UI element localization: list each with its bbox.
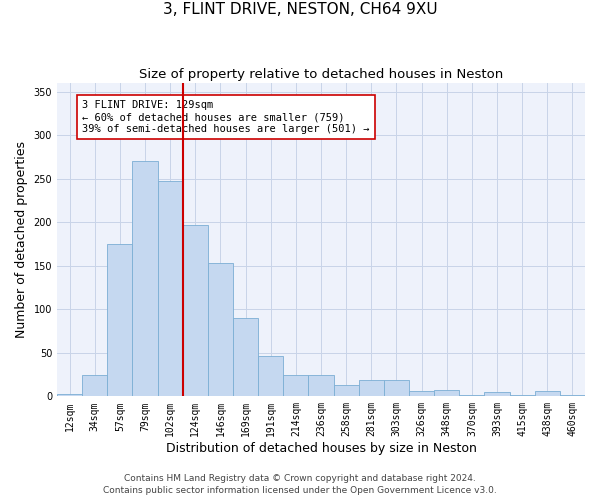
- Bar: [384, 380, 409, 396]
- Bar: [82, 374, 107, 396]
- Bar: [133, 162, 158, 396]
- Bar: [283, 374, 308, 396]
- Title: Size of property relative to detached houses in Neston: Size of property relative to detached ho…: [139, 68, 503, 80]
- Bar: [208, 263, 233, 396]
- Bar: [57, 394, 82, 396]
- Bar: [107, 244, 133, 396]
- Text: 3, FLINT DRIVE, NESTON, CH64 9XU: 3, FLINT DRIVE, NESTON, CH64 9XU: [163, 2, 437, 18]
- Bar: [308, 374, 334, 396]
- Bar: [359, 380, 384, 396]
- Bar: [409, 391, 434, 396]
- Bar: [535, 391, 560, 396]
- Y-axis label: Number of detached properties: Number of detached properties: [15, 141, 28, 338]
- Text: Contains HM Land Registry data © Crown copyright and database right 2024.
Contai: Contains HM Land Registry data © Crown c…: [103, 474, 497, 495]
- Text: 3 FLINT DRIVE: 129sqm
← 60% of detached houses are smaller (759)
39% of semi-det: 3 FLINT DRIVE: 129sqm ← 60% of detached …: [82, 100, 370, 134]
- Bar: [434, 390, 459, 396]
- Bar: [183, 225, 208, 396]
- X-axis label: Distribution of detached houses by size in Neston: Distribution of detached houses by size …: [166, 442, 476, 455]
- Bar: [258, 356, 283, 397]
- Bar: [334, 385, 359, 396]
- Bar: [158, 180, 183, 396]
- Bar: [233, 318, 258, 396]
- Bar: [484, 392, 509, 396]
